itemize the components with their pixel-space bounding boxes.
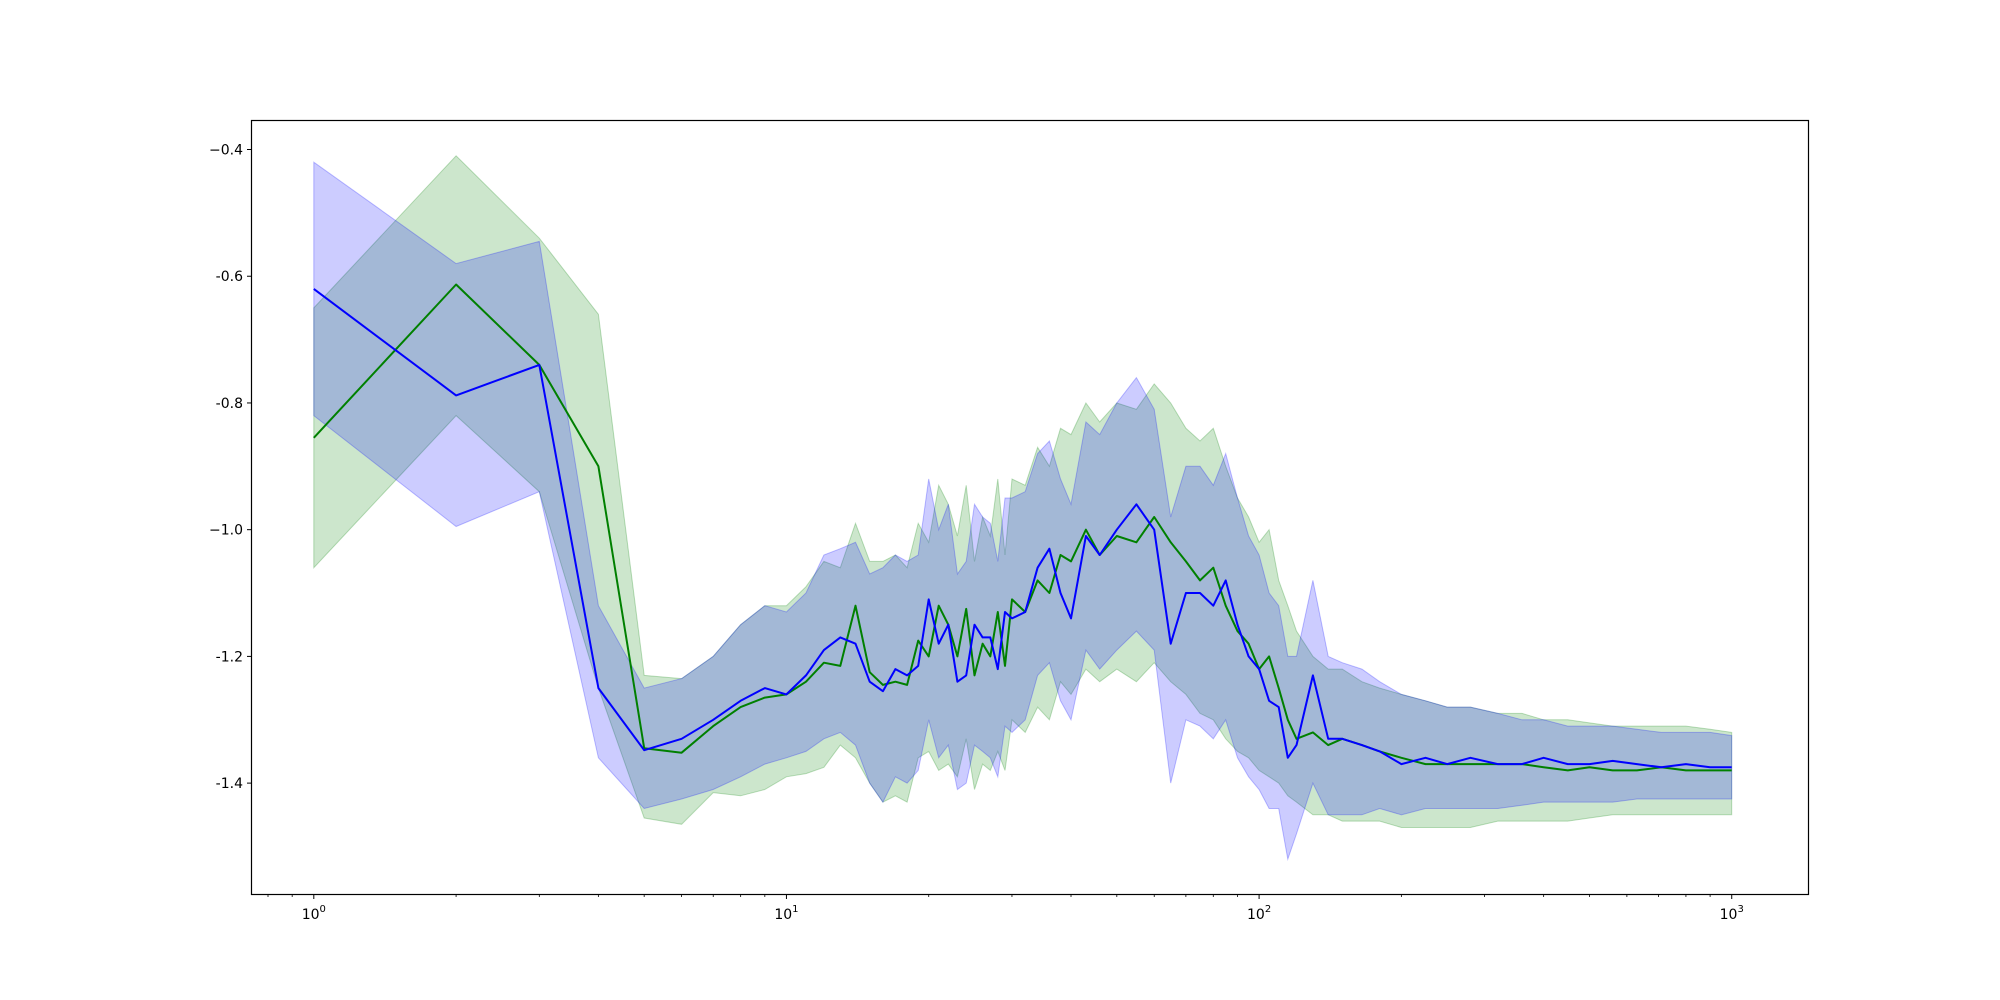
x-tick-label: 100 [302,904,326,923]
y-tick-label: −0.4 [209,143,243,159]
x-tick-label: 103 [1720,904,1744,923]
y-axis: −0.4 -0.6 -0.8 −1.0 -1.2 -1.4 [209,143,252,792]
y-tick-label: -0.8 [216,396,243,412]
y-tick-label: -0.6 [216,269,243,285]
series-lines [313,283,1732,772]
plot-frame [250,119,1810,896]
band-series-2 [313,161,1733,862]
y-tick-label: -1.2 [216,649,243,665]
confidence-bands [313,155,1733,862]
y-tick-label: −1.0 [209,523,243,539]
x-tick-label: 101 [774,904,798,923]
band-series-1 [313,155,1733,828]
line-series-1 [313,283,1732,772]
y-tick-label: -1.4 [216,776,243,792]
x-axis: 100 101 102 103 [267,894,1744,923]
line-series-2 [313,288,1732,769]
x-tick-label: 102 [1247,904,1271,923]
